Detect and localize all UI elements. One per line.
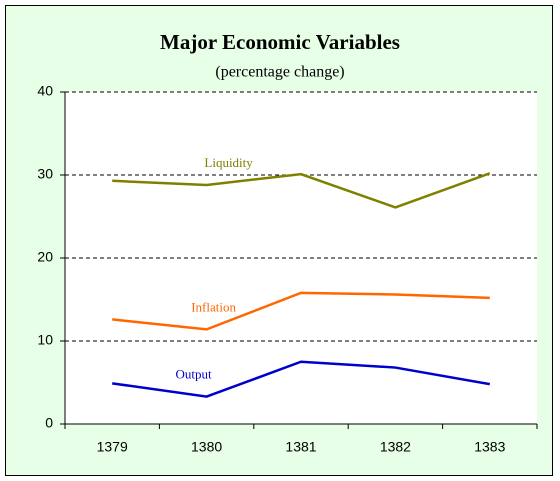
y-tick-label: 30 xyxy=(37,166,53,182)
series-line xyxy=(112,291,490,331)
y-tick-label: 0 xyxy=(45,415,53,431)
y-tick-label: 10 xyxy=(37,332,53,348)
series-label: Output xyxy=(176,367,213,382)
x-tick-label: 1382 xyxy=(380,439,411,455)
chart-subtitle: (percentage change) xyxy=(215,64,344,81)
series-label: Inflation xyxy=(191,299,236,314)
y-tick-label: 20 xyxy=(37,249,53,265)
y-tick-label: 40 xyxy=(37,83,53,99)
series-line xyxy=(112,360,491,398)
x-tick-label: 1379 xyxy=(97,439,128,455)
series-label: Liquidity xyxy=(204,155,253,170)
x-tick-label: 1383 xyxy=(474,439,505,455)
chart-title: Major Economic Variables xyxy=(160,30,400,54)
x-tick-label: 1380 xyxy=(191,439,222,455)
x-tick-label: 1381 xyxy=(285,439,316,455)
series-line xyxy=(112,172,491,209)
